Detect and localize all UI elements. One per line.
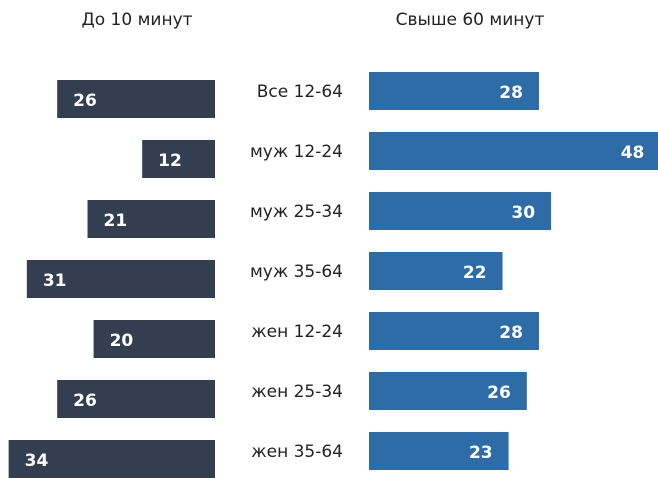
data-label: 48 xyxy=(621,143,645,163)
legend-right: Свыше 60 минут xyxy=(396,10,545,30)
category-label: муж 12-24 xyxy=(250,142,343,162)
data-label: 26 xyxy=(73,91,97,111)
category-label: муж 35-64 xyxy=(250,262,343,282)
data-label: 12 xyxy=(158,151,182,171)
bar-left xyxy=(8,440,216,478)
bar-left xyxy=(87,200,215,238)
data-label: 34 xyxy=(25,451,49,471)
data-label: 30 xyxy=(511,203,535,223)
category-label: жен 25-34 xyxy=(251,382,343,402)
category-label: Все 12-64 xyxy=(257,82,343,102)
bar-left xyxy=(26,260,215,298)
data-label: 20 xyxy=(110,331,134,351)
data-label: 31 xyxy=(43,271,67,291)
bar-right xyxy=(369,432,509,470)
bar-right xyxy=(369,132,658,170)
data-label: 22 xyxy=(463,263,487,283)
data-label: 28 xyxy=(499,83,523,103)
bar-right xyxy=(369,312,539,350)
data-label: 26 xyxy=(487,383,511,403)
bar-left xyxy=(142,140,215,178)
data-label: 21 xyxy=(104,211,128,231)
bar-left xyxy=(57,380,216,418)
bar-right xyxy=(369,372,527,410)
bar-right xyxy=(369,72,539,110)
category-label: жен 35-64 xyxy=(251,442,343,462)
bar-left xyxy=(93,320,215,358)
data-label: 23 xyxy=(469,443,493,463)
data-label: 28 xyxy=(499,323,523,343)
bar-right xyxy=(369,252,503,290)
category-label: муж 25-34 xyxy=(250,202,343,222)
bar-left xyxy=(57,80,216,118)
legend-left: До 10 минут xyxy=(81,10,192,30)
bar-right xyxy=(369,192,552,230)
category-label: жен 12-24 xyxy=(251,322,343,342)
data-label: 26 xyxy=(73,391,97,411)
